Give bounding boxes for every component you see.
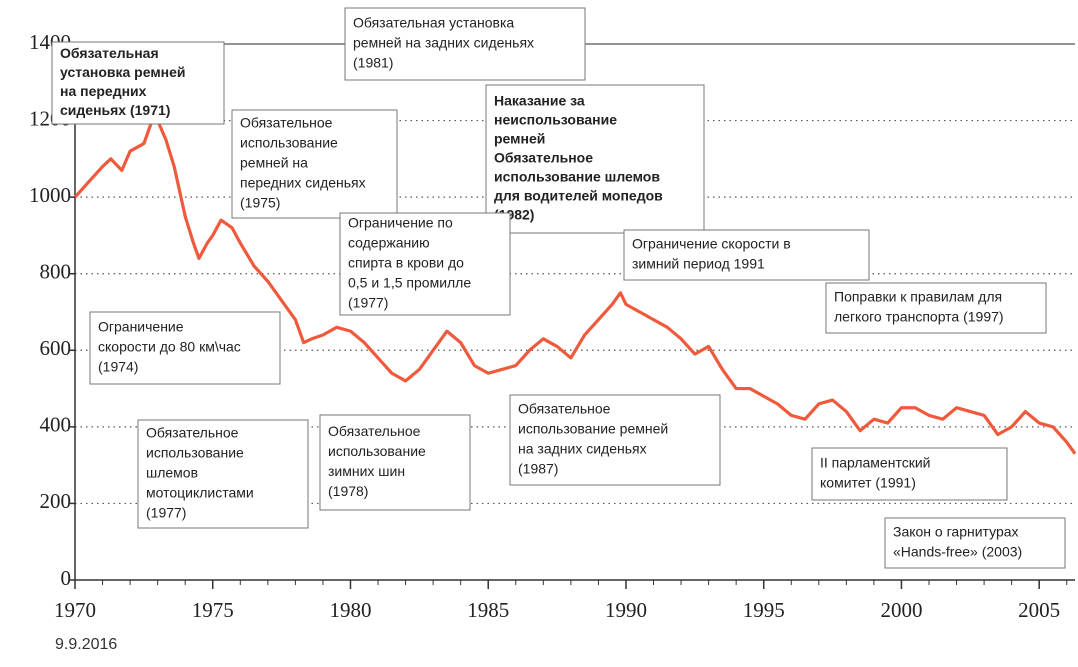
annotation-text: ремней на bbox=[240, 155, 308, 171]
annotation-text: на передних bbox=[60, 83, 147, 99]
x-tick-label: 2005 bbox=[1018, 598, 1060, 622]
annotation-text: «Hands-free» (2003) bbox=[893, 544, 1022, 560]
annotation-text: использование ремней bbox=[518, 421, 668, 437]
annotation-text: (1987) bbox=[518, 461, 558, 477]
annotation-box bbox=[811, 447, 1008, 501]
annotation-box bbox=[231, 109, 398, 219]
x-tick-label: 1995 bbox=[743, 598, 785, 622]
x-tick-label: 2000 bbox=[880, 598, 922, 622]
x-tick-label: 1980 bbox=[329, 598, 371, 622]
annotation-text: использование шлемов bbox=[494, 169, 660, 185]
annotation-text: передних сиденьях bbox=[240, 175, 366, 191]
annotation-text: Обязательное bbox=[146, 425, 239, 441]
y-tick-label: 200 bbox=[40, 489, 72, 513]
annotation-text: зимних шин bbox=[328, 463, 405, 479]
y-tick-label: 1000 bbox=[29, 183, 71, 207]
annotation-box bbox=[137, 419, 309, 529]
annotation-text: 0,5 и 1,5 промилле bbox=[348, 275, 471, 291]
annotation-text: комитет (1991) bbox=[820, 475, 916, 491]
annotation-text: II парламентский bbox=[820, 455, 930, 471]
annotation-text: мотоциклистами bbox=[146, 485, 254, 501]
annotation-text: (1977) bbox=[146, 505, 186, 521]
annotation-text: сиденьях (1971) bbox=[60, 102, 170, 118]
annotation-text: спирта в крови до bbox=[348, 255, 464, 271]
x-tick-label: 1975 bbox=[192, 598, 234, 622]
annotation-text: Обязательное bbox=[518, 401, 611, 417]
annotation-box bbox=[884, 517, 1066, 569]
annotation-text: Закон о гарнитурах bbox=[893, 524, 1019, 540]
annotation-text: (1981) bbox=[353, 55, 393, 71]
y-tick-label: 0 bbox=[61, 566, 72, 590]
annotation-box bbox=[485, 84, 705, 234]
annotation-text: установка ремней bbox=[60, 64, 186, 80]
annotation-text: Поправки к правилам для bbox=[834, 289, 1002, 305]
y-tick-label: 800 bbox=[40, 260, 72, 284]
annotation-text: Обязательное bbox=[240, 115, 333, 131]
annotation-text: зимний период 1991 bbox=[632, 256, 765, 272]
annotation-text: Обязательная установка bbox=[353, 15, 514, 31]
annotation-box bbox=[623, 229, 870, 281]
annotation-text: Обязательное bbox=[328, 423, 421, 439]
x-tick-label: 1985 bbox=[467, 598, 509, 622]
annotation-box bbox=[51, 41, 225, 125]
annotation-box bbox=[339, 212, 511, 316]
annotation-text: Ограничение скорости в bbox=[632, 236, 791, 252]
annotation-text: Обязательная bbox=[60, 45, 159, 61]
annotation-text: использование bbox=[328, 443, 426, 459]
x-tick-label: 1970 bbox=[54, 598, 96, 622]
annotation-text: легкого транспорта (1997) bbox=[834, 309, 1004, 325]
y-tick-label: 600 bbox=[40, 336, 72, 360]
annotation-text: ремней bbox=[494, 131, 545, 147]
annotation-text: неиспользование bbox=[494, 112, 617, 128]
annotation-box bbox=[89, 311, 281, 385]
annotation-text: для водителей мопедов bbox=[494, 188, 663, 204]
data-line bbox=[73, 118, 1077, 455]
annotation-text: (1974) bbox=[98, 359, 138, 375]
annotation-text: (1977) bbox=[348, 295, 388, 311]
y-tick-label: 400 bbox=[40, 413, 72, 437]
annotation-text: Ограничение bbox=[98, 319, 184, 335]
annotation-box bbox=[825, 282, 1047, 334]
x-tick-label: 1990 bbox=[605, 598, 647, 622]
annotation-text: (1978) bbox=[328, 483, 368, 499]
annotation-text: Наказание за bbox=[494, 93, 585, 109]
annotation-text: использование bbox=[240, 135, 338, 151]
annotation-box bbox=[509, 394, 721, 486]
annotation-text: Ограничение по bbox=[348, 215, 453, 231]
annotation-box bbox=[319, 414, 471, 511]
footer: 9.9.2016 bbox=[55, 636, 117, 653]
annotation-text: ремней на задних сиденьях bbox=[353, 35, 534, 51]
annotation-text: (1975) bbox=[240, 195, 280, 211]
annotation-box bbox=[344, 7, 586, 81]
annotation-text: шлемов bbox=[146, 465, 198, 481]
annotation-text: использование bbox=[146, 445, 244, 461]
annotation-text: содержанию bbox=[348, 235, 430, 251]
annotation-text: Обязательное bbox=[494, 150, 593, 166]
annotation-text: на задних сиденьях bbox=[518, 441, 647, 457]
annotation-text: скорости до 80 км\час bbox=[98, 339, 241, 355]
